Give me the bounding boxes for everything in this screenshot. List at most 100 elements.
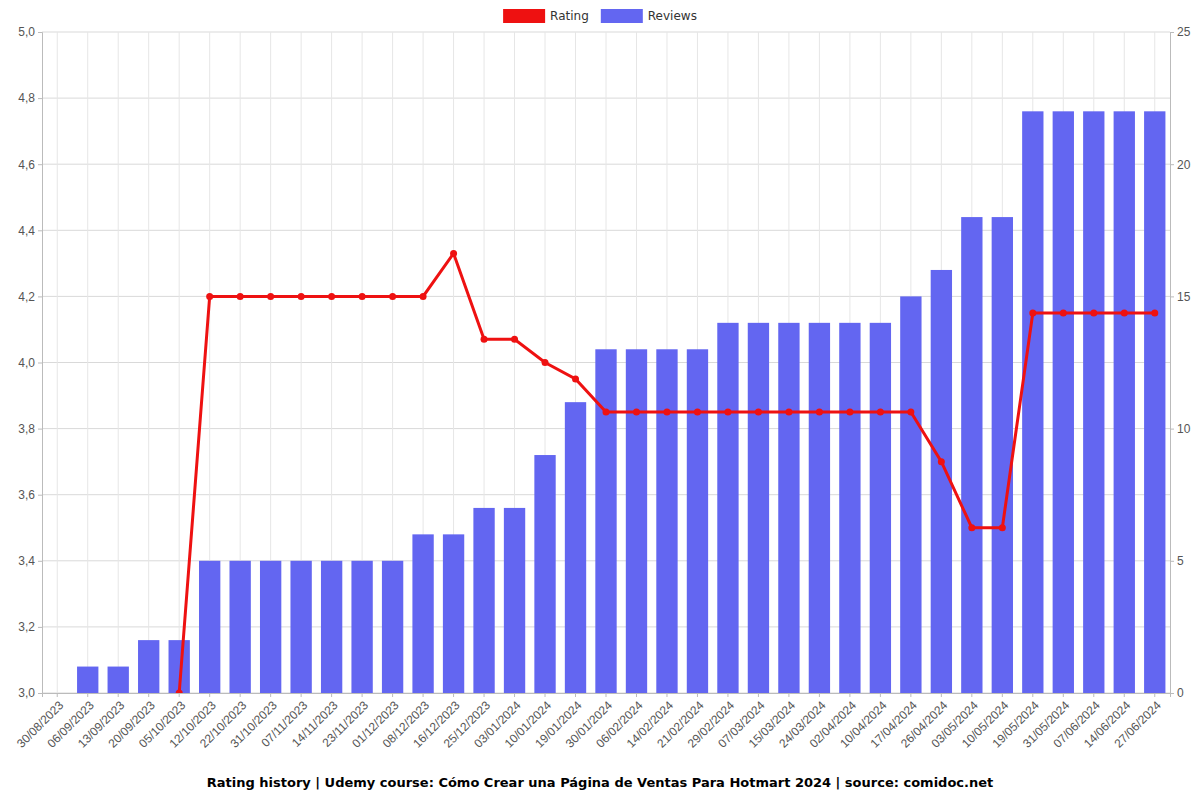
tick-label: 4,0 bbox=[18, 356, 35, 370]
tick-mark bbox=[38, 363, 42, 364]
bar bbox=[47, 693, 68, 694]
bar bbox=[534, 455, 555, 693]
bar bbox=[321, 561, 342, 693]
marker bbox=[1060, 309, 1067, 316]
bar bbox=[1053, 111, 1074, 693]
marker bbox=[846, 409, 853, 416]
y-tick: 3,4 bbox=[18, 554, 42, 568]
tick-mark bbox=[849, 693, 850, 697]
tick-mark bbox=[1032, 693, 1033, 697]
marker bbox=[999, 524, 1006, 531]
bar bbox=[77, 667, 98, 693]
bar bbox=[1083, 111, 1104, 693]
legend: Rating Reviews bbox=[503, 9, 697, 23]
tick-label: 4,6 bbox=[18, 158, 35, 172]
tick-label: 15 bbox=[1177, 290, 1191, 304]
tick-mark bbox=[880, 693, 881, 697]
bar bbox=[809, 323, 830, 693]
marker bbox=[237, 293, 244, 300]
axis-line bbox=[38, 33, 43, 694]
tick-mark bbox=[38, 495, 42, 496]
grid-line bbox=[57, 32, 58, 693]
marker bbox=[724, 409, 731, 416]
axis-line bbox=[43, 694, 1171, 698]
marker bbox=[389, 293, 396, 300]
marker bbox=[694, 409, 701, 416]
tick-mark bbox=[118, 693, 119, 697]
y-tick: 4,0 bbox=[18, 356, 42, 370]
tick-mark bbox=[1063, 693, 1064, 697]
bar bbox=[412, 534, 433, 693]
tick-mark bbox=[1093, 693, 1094, 697]
grid bbox=[42, 32, 1170, 693]
bar bbox=[290, 561, 311, 693]
y-tick: 3,0 bbox=[18, 686, 42, 700]
tick-mark bbox=[1002, 693, 1003, 697]
marker bbox=[633, 409, 640, 416]
legend-label: Rating bbox=[550, 9, 589, 23]
bar bbox=[565, 402, 586, 693]
tick-mark bbox=[727, 693, 728, 697]
marker bbox=[816, 409, 823, 416]
legend-swatch bbox=[601, 9, 643, 23]
marker bbox=[420, 293, 427, 300]
tick-label: 5 bbox=[1177, 554, 1184, 568]
tick-mark bbox=[758, 693, 759, 697]
plot: 3,03,23,43,63,84,04,24,44,64,85,00510152… bbox=[14, 25, 1191, 750]
tick-mark bbox=[209, 693, 210, 697]
tick-label: 20 bbox=[1177, 158, 1191, 172]
bar bbox=[138, 640, 159, 693]
tick-label: 4,8 bbox=[18, 91, 35, 105]
marker bbox=[968, 524, 975, 531]
tick-mark bbox=[392, 693, 393, 697]
bar bbox=[992, 217, 1013, 693]
marks bbox=[77, 111, 1165, 693]
tick-mark bbox=[270, 693, 271, 697]
legend-item: Rating bbox=[503, 9, 589, 23]
tick-label: 3,0 bbox=[18, 686, 35, 700]
tick-mark bbox=[819, 693, 820, 697]
tick-mark bbox=[38, 164, 42, 165]
marker bbox=[176, 690, 183, 694]
tick-mark bbox=[514, 693, 515, 697]
y-tick: 3,8 bbox=[18, 422, 42, 436]
marker bbox=[1121, 309, 1128, 316]
marker bbox=[481, 336, 488, 343]
y-tick: 4,8 bbox=[18, 91, 42, 105]
grid-line bbox=[118, 32, 119, 693]
tick-label: 5,0 bbox=[18, 25, 35, 39]
bar bbox=[199, 561, 220, 693]
tick-mark bbox=[57, 693, 58, 697]
chart: 3,03,23,43,63,84,04,24,44,64,85,00510152… bbox=[0, 0, 1200, 800]
tick-mark bbox=[1170, 32, 1174, 33]
y2-tick: 10 bbox=[1170, 422, 1191, 436]
tick-label: 25 bbox=[1177, 25, 1191, 39]
tick-mark bbox=[788, 693, 789, 697]
tick-mark bbox=[575, 693, 576, 697]
tick-mark bbox=[38, 627, 42, 628]
tick-mark bbox=[606, 693, 607, 697]
legend-item: Reviews bbox=[601, 9, 697, 23]
marker bbox=[907, 409, 914, 416]
y2-tick: 0 bbox=[1170, 686, 1184, 700]
bar bbox=[595, 349, 616, 693]
bar bbox=[656, 349, 677, 693]
marker bbox=[359, 293, 366, 300]
bar bbox=[443, 534, 464, 693]
tick-mark bbox=[484, 693, 485, 697]
marker bbox=[450, 250, 457, 257]
bar bbox=[900, 296, 921, 693]
tick-mark bbox=[910, 693, 911, 697]
bar bbox=[351, 561, 372, 693]
y-tick: 4,6 bbox=[18, 158, 42, 172]
tick-mark bbox=[545, 693, 546, 697]
marker bbox=[298, 293, 305, 300]
y-tick: 3,2 bbox=[18, 620, 42, 634]
tick-mark bbox=[331, 693, 332, 697]
tick-mark bbox=[301, 693, 302, 697]
tick-mark bbox=[38, 98, 42, 99]
tick-mark bbox=[362, 693, 363, 697]
bar bbox=[931, 270, 952, 693]
x-axis: 30/08/202306/09/202313/09/202320/09/2023… bbox=[14, 693, 1171, 751]
marker bbox=[938, 458, 945, 465]
